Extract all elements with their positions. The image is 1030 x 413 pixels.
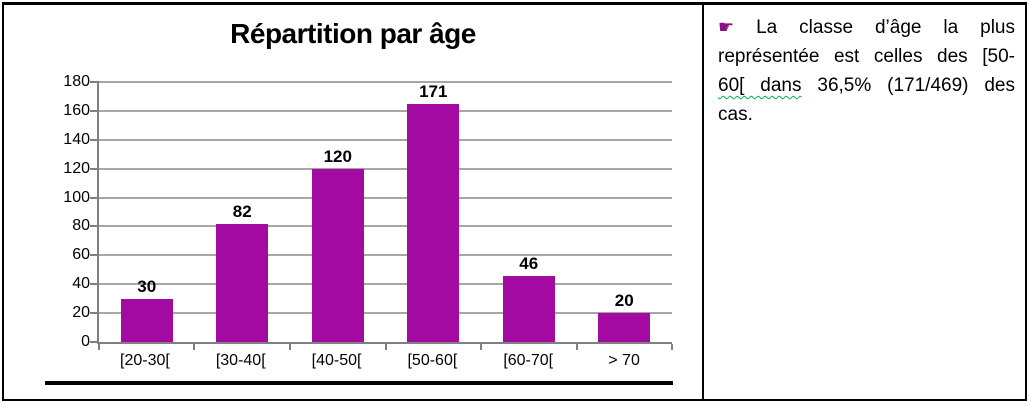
note-line-2: représentée est celles des [50- bbox=[718, 46, 1015, 67]
bar-value-label: 120 bbox=[323, 146, 352, 166]
y-axis-tick-label: 20 bbox=[72, 304, 90, 322]
note-line-3-underlined-text: 60[ dans bbox=[718, 75, 802, 96]
y-axis-tick bbox=[90, 196, 99, 199]
y-axis-tick bbox=[90, 225, 99, 228]
gridline bbox=[99, 283, 672, 286]
bar bbox=[311, 168, 364, 342]
bar-value-label: 30 bbox=[137, 276, 157, 296]
x-axis-label: [40-50[ bbox=[311, 352, 362, 369]
gridline bbox=[99, 81, 672, 83]
bars-row: 30 82 120 171 46 20 bbox=[99, 82, 672, 342]
y-axis-tick-label: 100 bbox=[63, 188, 90, 206]
note-line-1-text: La classe d’âge la plus bbox=[756, 17, 1015, 38]
x-axis-tick bbox=[384, 344, 387, 350]
gridline bbox=[99, 196, 672, 199]
y-axis-tick bbox=[90, 81, 99, 83]
bar bbox=[502, 275, 555, 342]
note-line-4: cas. bbox=[718, 104, 753, 125]
note-text: ☛ La classe d’âge la plus représentée es… bbox=[718, 13, 1015, 129]
x-axis-tick bbox=[479, 344, 482, 350]
bar bbox=[216, 223, 269, 342]
bar-value-label: 46 bbox=[519, 253, 539, 273]
y-axis-tick bbox=[90, 167, 99, 170]
x-axis-label: [60-70[ bbox=[503, 352, 554, 369]
chart-title: Répartition par âge bbox=[230, 18, 476, 49]
plot-area: 30 82 120 171 46 20 bbox=[90, 81, 673, 350]
pointing-hand-icon: ☛ bbox=[718, 17, 735, 38]
note-cell: ☛ La classe d’âge la plus représentée es… bbox=[704, 5, 1025, 399]
x-axis-tick bbox=[98, 344, 100, 350]
y-axis-labels: 0 20 40 60 80 100 120 140 160 180 bbox=[32, 73, 90, 350]
y-axis-tick-label: 80 bbox=[72, 217, 90, 235]
y-axis-tick bbox=[90, 312, 99, 315]
gridline bbox=[99, 138, 672, 141]
y-axis-tick-label: 40 bbox=[72, 275, 90, 293]
x-axis-label: [30-40[ bbox=[215, 352, 266, 369]
bar bbox=[598, 313, 651, 342]
gridline bbox=[99, 225, 672, 228]
table-frame: Répartition par âge 0 20 40 60 80 100 120 140 16… bbox=[2, 2, 1027, 401]
x-axis-label: > 70 bbox=[608, 352, 640, 369]
bar-column: 20 bbox=[577, 82, 673, 342]
x-axis-tick bbox=[575, 344, 578, 350]
bar-column: 82 bbox=[195, 82, 291, 342]
bar-value-label: 20 bbox=[614, 291, 634, 311]
note-line-1: ☛ La classe d’âge la plus bbox=[718, 13, 1015, 42]
note-line-3-rest-text: 36,5% (171/469) des bbox=[817, 75, 1015, 96]
chart-underline-rule bbox=[45, 381, 673, 385]
y-axis-tick bbox=[90, 283, 99, 286]
chart-cell: Répartition par âge 0 20 40 60 80 100 120 140 16… bbox=[4, 5, 704, 399]
note-line-3: 60[ dans 36,5% (171/469) des bbox=[718, 71, 1015, 100]
y-axis-tick bbox=[90, 254, 99, 257]
y-axis-tick-label: 140 bbox=[63, 130, 90, 148]
x-axis-label: [20-30[ bbox=[120, 352, 170, 369]
gridline bbox=[99, 312, 672, 315]
y-axis-tick-label: 0 bbox=[81, 333, 90, 350]
bar-column: 120 bbox=[290, 82, 386, 342]
x-axis-tick bbox=[288, 344, 291, 350]
gridline bbox=[99, 167, 672, 170]
bar-column: 30 bbox=[99, 82, 195, 342]
y-axis-tick-label: 180 bbox=[63, 73, 90, 90]
y-axis-tick bbox=[90, 138, 99, 141]
y-axis-tick bbox=[90, 109, 99, 112]
bar bbox=[120, 298, 173, 342]
bar-value-label: 82 bbox=[232, 201, 252, 221]
y-axis-tick-label: 160 bbox=[63, 101, 90, 119]
bar-column: 46 bbox=[481, 82, 577, 342]
gridline bbox=[99, 254, 672, 257]
y-axis-tick-label: 120 bbox=[63, 159, 90, 177]
bar bbox=[407, 104, 460, 342]
x-axis-tick bbox=[193, 344, 196, 350]
x-axis-label: [50-60[ bbox=[407, 352, 458, 369]
bar-value-label: 171 bbox=[419, 82, 448, 101]
bar-column: 171 bbox=[386, 82, 482, 342]
gridline bbox=[99, 109, 672, 112]
y-axis-tick bbox=[90, 341, 99, 343]
x-axis-labels: [20-30[ [30-40[ [40-50[ [50-60[ [60-70[ > 70 bbox=[97, 352, 672, 370]
x-axis-tick bbox=[671, 344, 673, 350]
y-axis-tick-label: 60 bbox=[72, 246, 90, 264]
